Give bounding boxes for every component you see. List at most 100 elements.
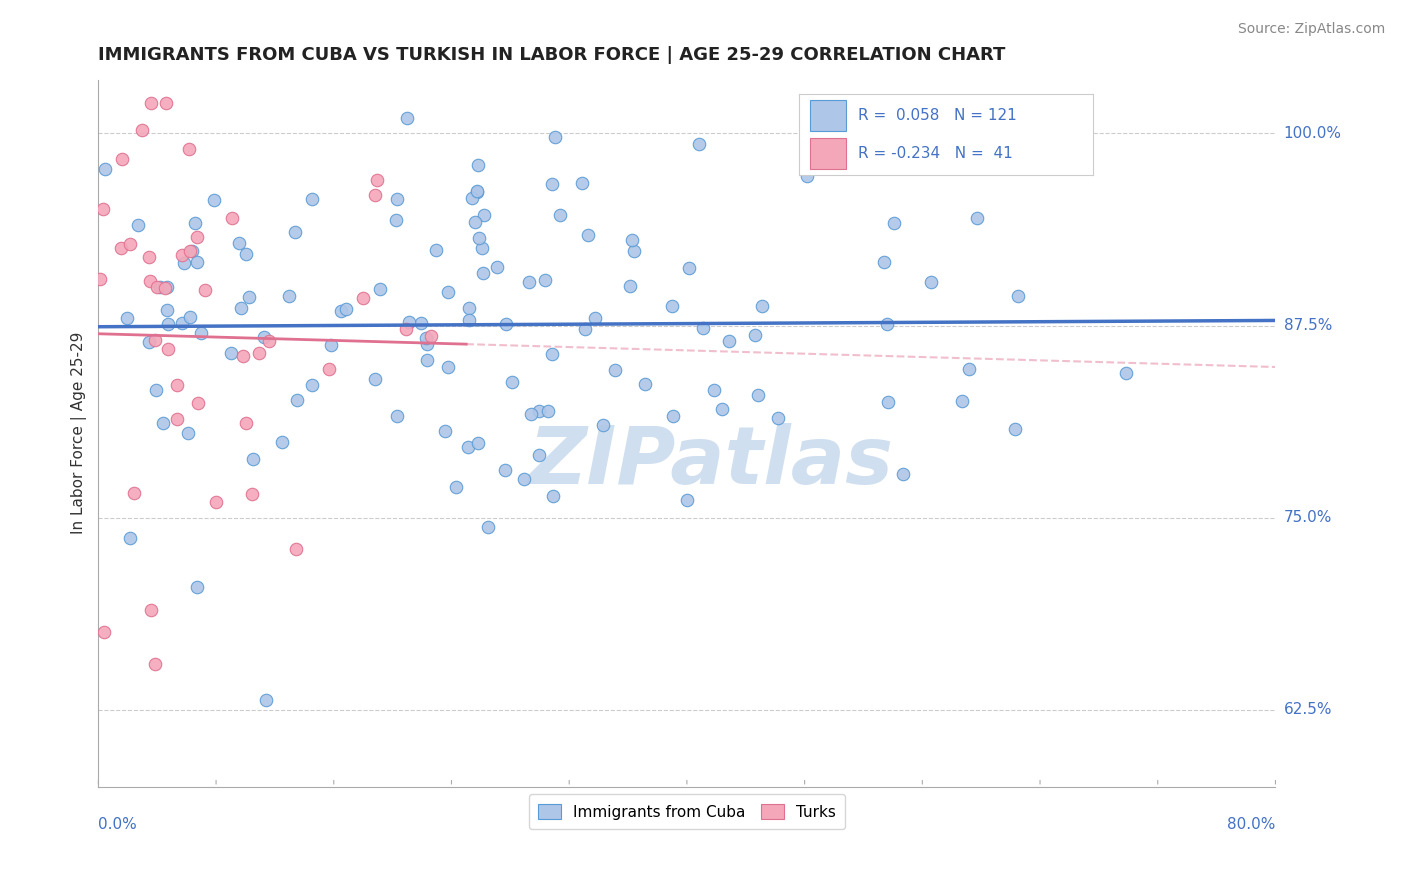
- Point: [122, 486, 145, 500]
- Point: [186, 255, 208, 269]
- Point: [751, 299, 773, 313]
- Point: [287, 393, 309, 408]
- Point: [156, 279, 179, 293]
- Point: [141, 603, 163, 617]
- Point: [676, 493, 699, 508]
- Point: [458, 301, 481, 315]
- Point: [190, 326, 212, 340]
- Point: [221, 211, 243, 225]
- Point: [957, 362, 980, 376]
- Point: [718, 334, 741, 348]
- Point: [186, 229, 208, 244]
- Point: [623, 244, 645, 258]
- Point: [465, 185, 488, 199]
- Point: [321, 338, 343, 352]
- Point: [436, 360, 458, 375]
- Point: [145, 383, 167, 397]
- Point: [335, 301, 357, 316]
- Point: [329, 304, 352, 318]
- Point: [156, 317, 179, 331]
- Point: [520, 407, 543, 421]
- Point: [434, 425, 457, 439]
- Point: [145, 333, 167, 347]
- Point: [513, 472, 536, 486]
- Point: [416, 336, 439, 351]
- Text: ZIPatlas: ZIPatlas: [527, 423, 893, 500]
- Point: [678, 261, 700, 276]
- Point: [149, 280, 172, 294]
- Point: [131, 122, 153, 136]
- Point: [138, 250, 160, 264]
- Point: [352, 291, 374, 305]
- Point: [202, 193, 225, 207]
- Point: [115, 311, 138, 326]
- Point: [527, 404, 550, 418]
- Point: [465, 184, 488, 198]
- Point: [495, 317, 517, 331]
- Point: [120, 237, 142, 252]
- Point: [571, 177, 593, 191]
- Point: [186, 580, 208, 594]
- Point: [153, 281, 176, 295]
- Point: [467, 158, 489, 172]
- Point: [419, 328, 441, 343]
- Point: [592, 417, 614, 432]
- Point: [173, 256, 195, 270]
- Point: [184, 216, 207, 230]
- Point: [285, 541, 308, 556]
- Legend: Immigrants from Cuba, Turks: Immigrants from Cuba, Turks: [529, 795, 845, 829]
- Point: [277, 289, 299, 303]
- Point: [366, 172, 388, 186]
- Point: [396, 111, 419, 125]
- Point: [232, 349, 254, 363]
- Point: [231, 301, 253, 315]
- Point: [634, 377, 657, 392]
- Point: [181, 244, 204, 259]
- Point: [240, 487, 263, 501]
- Point: [238, 290, 260, 304]
- Point: [437, 285, 460, 300]
- Point: [284, 225, 307, 239]
- Point: [471, 242, 494, 256]
- Point: [920, 275, 942, 289]
- Point: [219, 346, 242, 360]
- Point: [873, 255, 896, 269]
- Point: [118, 532, 141, 546]
- Point: [93, 162, 115, 177]
- Point: [461, 191, 484, 205]
- Point: [446, 480, 468, 494]
- Point: [370, 282, 392, 296]
- Text: 100.0%: 100.0%: [1284, 126, 1341, 141]
- Point: [385, 409, 408, 423]
- Point: [387, 192, 409, 206]
- Point: [876, 318, 898, 332]
- Point: [235, 247, 257, 261]
- Point: [966, 211, 988, 225]
- Text: Source: ZipAtlas.com: Source: ZipAtlas.com: [1237, 22, 1385, 37]
- Text: 0.0%: 0.0%: [98, 817, 138, 832]
- Point: [883, 216, 905, 230]
- Point: [411, 316, 433, 330]
- Point: [139, 274, 162, 288]
- Point: [89, 272, 111, 286]
- Point: [1007, 289, 1029, 303]
- Point: [766, 411, 789, 425]
- Point: [876, 394, 898, 409]
- Point: [93, 202, 115, 216]
- Point: [501, 375, 523, 389]
- Point: [172, 248, 194, 262]
- Point: [208, 795, 231, 809]
- Point: [166, 412, 188, 426]
- Point: [619, 279, 641, 293]
- Point: [363, 188, 385, 202]
- Point: [661, 300, 683, 314]
- Point: [187, 396, 209, 410]
- Point: [527, 448, 550, 462]
- Point: [467, 436, 489, 450]
- Point: [457, 313, 479, 327]
- Point: [688, 136, 710, 151]
- Point: [141, 95, 163, 110]
- Point: [477, 520, 499, 534]
- Text: 75.0%: 75.0%: [1284, 510, 1331, 525]
- Point: [796, 169, 818, 183]
